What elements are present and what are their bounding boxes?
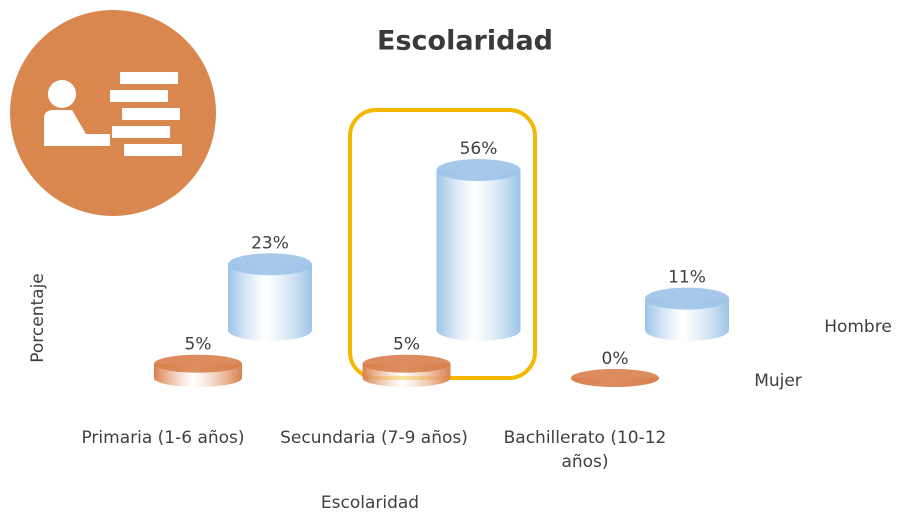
cylinder-body — [228, 264, 312, 341]
x-tick-label: Bachillerato (10-12 años) — [503, 428, 667, 472]
data-label: 5% — [393, 335, 420, 355]
data-label: 0% — [602, 349, 629, 369]
cylinder-body — [645, 298, 729, 341]
data-label: 23% — [251, 233, 289, 253]
cylinder-body — [436, 170, 521, 341]
data-label: 56% — [460, 139, 498, 159]
cylinder — [362, 354, 451, 387]
cylinder — [154, 354, 242, 387]
data-label: 11% — [668, 268, 706, 288]
cylinder-top — [228, 253, 312, 276]
cylinder-top — [571, 369, 659, 387]
cylinder — [571, 369, 659, 387]
x-axis-label: Escolaridad — [321, 493, 419, 513]
data-label: 5% — [185, 335, 212, 355]
y-axis-label: Porcentaje — [28, 273, 48, 363]
x-tick-label: Secundaria (7-9 años) — [280, 428, 468, 448]
legend-label: Hombre — [824, 317, 892, 337]
icon — [10, 10, 216, 216]
cylinder-top — [154, 354, 242, 373]
cylinder-top — [645, 287, 729, 310]
x-tick-label: Primaria (1-6 años) — [81, 428, 245, 448]
legend-label: Mujer — [754, 371, 802, 391]
cylinder — [645, 287, 729, 341]
cylinder-top — [362, 354, 451, 373]
chart-title: Escolaridad — [377, 26, 553, 57]
cylinder-top — [436, 159, 521, 181]
cylinder — [228, 253, 312, 341]
cylinder — [436, 159, 521, 341]
